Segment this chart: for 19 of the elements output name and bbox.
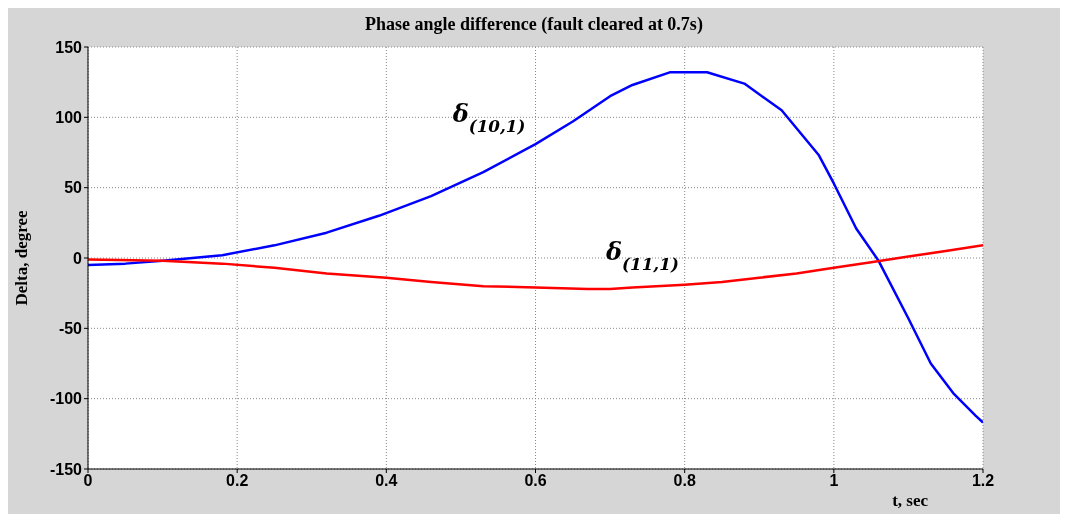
y-tick-label: 150 (55, 38, 83, 56)
x-tick-label: 1 (829, 472, 839, 490)
y-tick-label: 0 (73, 249, 83, 267)
y-axis-title: Delta, degree (12, 210, 32, 306)
y-tick-label: 50 (64, 179, 83, 197)
x-tick-label: 0.2 (226, 472, 249, 490)
y-tick-label: -150 (49, 460, 83, 478)
y-tick-label: -100 (49, 390, 83, 408)
x-tick-label: 0.8 (673, 472, 696, 490)
x-tick-label: 1.2 (971, 472, 995, 490)
x-axis-title: t, sec (892, 491, 929, 510)
x-tick-label: 0.4 (375, 472, 398, 490)
series-label: δ$_{(10,1)}$ (451, 99, 526, 137)
y-tick-label: 100 (55, 109, 83, 127)
series-label: δ$_{(11,1)}$ (605, 236, 679, 274)
line-series (88, 71, 983, 424)
x-tick-label: 0.6 (524, 472, 547, 490)
y-tick-label: -50 (58, 320, 83, 338)
chart-title: Phase angle difference (fault cleared at 0.7s) (364, 14, 704, 35)
